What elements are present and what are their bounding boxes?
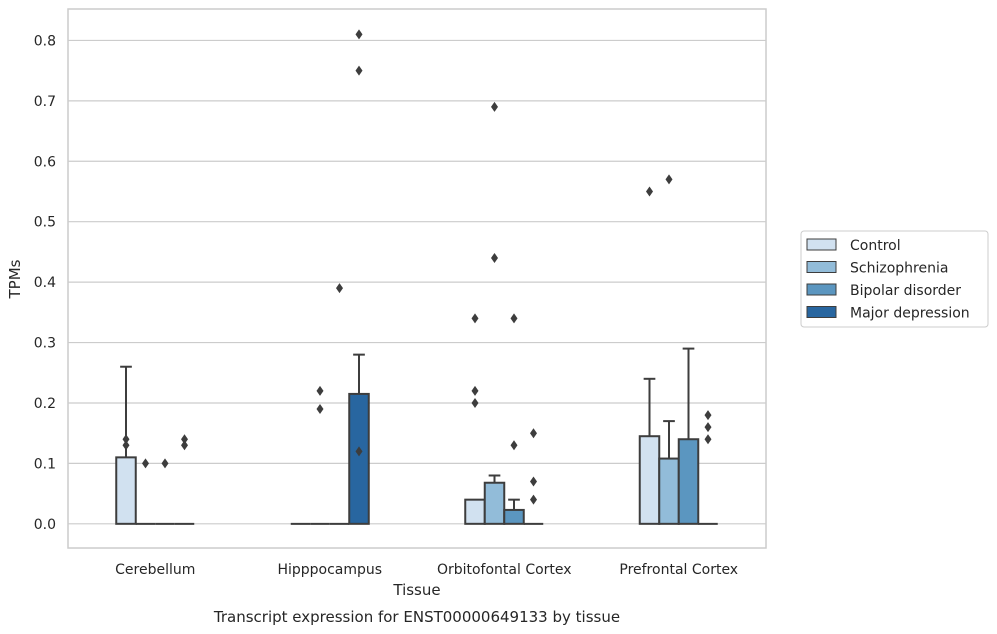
outlier-point [355,29,363,40]
bar [115,456,137,525]
legend-label: Bipolar disorder [850,283,961,299]
outlier-point [704,434,712,445]
y-tick-label: 0.8 [34,33,56,49]
y-tick-label: 0.7 [34,94,56,110]
x-axis-label: Tissue [392,581,440,599]
legend-label: Schizophrenia [850,261,948,277]
bar [503,508,525,525]
y-tick-label: 0.4 [34,275,56,291]
legend-swatch [806,261,837,273]
outlier-point [491,101,498,112]
bar [483,481,506,525]
outlier-point [122,434,130,445]
legend-swatch [806,283,837,296]
y-tick-label: 0.0 [34,517,56,533]
outlier-point [316,385,324,396]
y-ticks: 0.0 0.1 0.2 0.3 0.4 0.5 0.6 0.7 0.8 [34,33,56,532]
outlier-point [704,422,712,433]
y-tick-label: 0.1 [34,456,56,472]
outlier-point [122,440,130,451]
legend-swatch [806,306,837,318]
outlier-point [646,186,653,197]
outlier-point [181,440,188,451]
outlier-point [530,428,537,439]
outlier-point [510,440,518,451]
y-tick-label: 0.3 [34,336,56,352]
outlier-point [471,397,479,408]
bar [658,457,680,525]
outlier-point [471,385,479,396]
outlier-point [355,65,363,76]
bars [115,347,718,525]
x-tick-label: Prefrontal Cortex [619,562,738,578]
outlier-point [316,404,324,415]
legend-frame [800,230,989,328]
plot-frame [67,8,767,549]
y-tick-label: 0.6 [34,154,56,170]
y-tick-label: 0.5 [34,215,56,231]
x-ticks: Cerebellum Hipppocampus Orbitofontal Corte… [115,562,738,578]
y-tick-label: 0.2 [34,396,56,412]
bar [348,392,370,525]
bar [464,498,486,525]
outlier-point [161,458,169,469]
outlier-point [471,313,479,324]
outlier-point [665,174,673,185]
bar [677,438,700,525]
x-tick-label: Hipppocampus [277,562,382,578]
outlier-point [142,458,149,469]
legend-swatch [806,238,837,251]
outlier-point [181,434,188,445]
legend: Control Schizophrenia Bipolar disorder Majo… [800,230,989,328]
outlier-point [355,446,363,457]
bar [638,435,661,525]
outlier-point [491,252,498,263]
legend-label: Major depression [850,306,970,322]
outlier-point [704,410,712,421]
y-axis-label: TPMs [6,259,24,299]
chart-caption: Transcript expression for ENST0000064913… [213,608,620,626]
legend-label: Control [850,238,901,254]
grid-lines [68,39,766,525]
x-tick-label: Cerebellum [115,562,195,578]
outlier-point [336,283,343,294]
outlier-point [530,494,537,505]
x-tick-label: Orbitofontal Cortex [437,562,572,578]
outliers [122,29,712,505]
outlier-point [530,476,537,487]
outlier-point [510,313,518,324]
